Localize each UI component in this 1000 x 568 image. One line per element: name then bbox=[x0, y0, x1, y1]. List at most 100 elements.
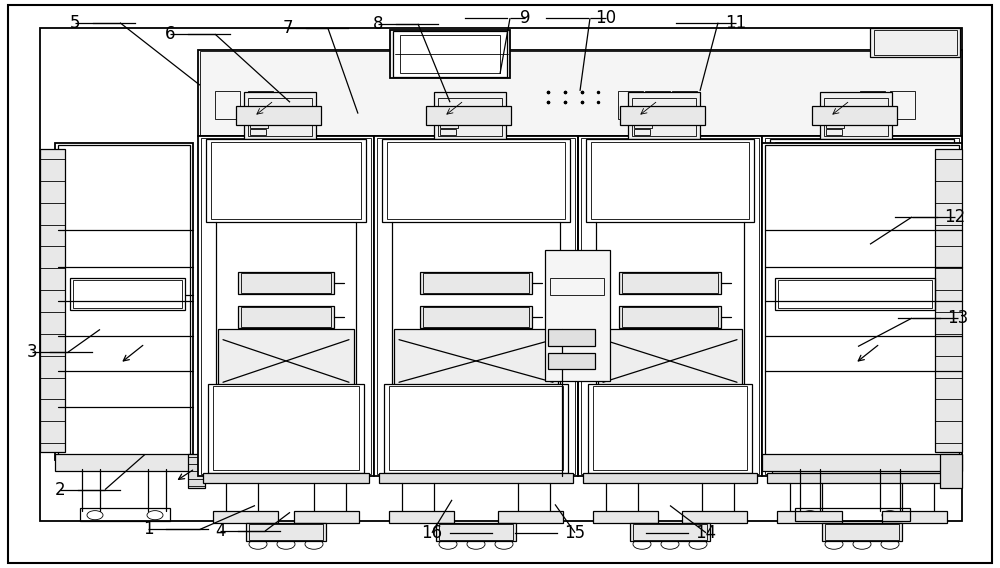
Text: 7: 7 bbox=[283, 19, 293, 37]
Bar bbox=[203, 473, 369, 483]
Bar bbox=[384, 384, 568, 473]
Bar bbox=[593, 511, 658, 523]
Bar bbox=[810, 307, 914, 327]
Bar bbox=[550, 278, 604, 295]
Bar bbox=[632, 98, 696, 136]
Bar bbox=[593, 386, 747, 470]
Bar bbox=[682, 511, 747, 523]
Text: 3: 3 bbox=[27, 343, 37, 361]
Text: 5: 5 bbox=[70, 14, 80, 32]
Bar bbox=[882, 511, 947, 523]
Bar bbox=[498, 511, 563, 523]
Bar bbox=[770, 139, 954, 222]
Bar bbox=[795, 508, 910, 521]
Bar bbox=[198, 50, 962, 136]
Bar bbox=[241, 273, 331, 293]
Bar bbox=[420, 272, 532, 294]
Bar bbox=[619, 306, 721, 328]
Bar bbox=[588, 384, 752, 473]
Bar bbox=[822, 523, 902, 541]
Bar bbox=[777, 386, 947, 470]
Bar bbox=[436, 523, 516, 541]
Bar bbox=[438, 98, 502, 136]
Bar bbox=[578, 136, 762, 476]
Bar bbox=[775, 278, 935, 310]
Bar bbox=[765, 145, 959, 458]
Bar bbox=[810, 273, 914, 293]
Bar bbox=[807, 272, 917, 294]
Bar bbox=[645, 91, 670, 119]
Bar bbox=[826, 108, 844, 128]
Bar bbox=[598, 329, 742, 385]
Bar bbox=[198, 136, 374, 476]
Bar bbox=[440, 129, 456, 135]
Bar bbox=[244, 92, 316, 139]
Bar bbox=[439, 524, 513, 540]
Text: 11: 11 bbox=[725, 14, 747, 32]
Bar bbox=[236, 106, 321, 125]
Bar bbox=[80, 508, 170, 521]
Bar bbox=[874, 30, 957, 55]
Bar bbox=[218, 329, 354, 385]
Bar bbox=[70, 278, 185, 310]
Text: 9: 9 bbox=[520, 9, 530, 27]
Text: 14: 14 bbox=[695, 524, 717, 542]
Bar bbox=[40, 28, 962, 521]
Text: 13: 13 bbox=[947, 309, 969, 327]
Text: 6: 6 bbox=[165, 25, 175, 43]
Bar bbox=[622, 273, 718, 293]
Bar bbox=[812, 106, 897, 125]
Bar bbox=[935, 149, 962, 452]
Bar bbox=[188, 454, 205, 488]
Text: 4: 4 bbox=[215, 522, 225, 540]
Bar bbox=[200, 51, 960, 135]
Bar bbox=[630, 523, 710, 541]
Bar bbox=[762, 136, 962, 476]
Bar bbox=[250, 108, 268, 128]
Bar bbox=[238, 272, 334, 294]
Bar bbox=[633, 524, 707, 540]
Bar bbox=[586, 139, 754, 222]
Bar bbox=[940, 454, 962, 488]
Bar bbox=[390, 30, 510, 78]
Bar bbox=[55, 454, 193, 471]
Bar bbox=[294, 511, 359, 523]
Bar bbox=[765, 138, 959, 474]
Bar bbox=[206, 139, 366, 222]
Bar bbox=[201, 138, 371, 474]
Text: 2: 2 bbox=[55, 481, 65, 499]
Bar bbox=[583, 473, 757, 483]
Text: 16: 16 bbox=[421, 524, 443, 542]
Text: 12: 12 bbox=[944, 208, 966, 226]
Bar bbox=[389, 511, 454, 523]
Bar bbox=[634, 108, 652, 128]
Bar bbox=[250, 129, 266, 135]
Bar bbox=[545, 250, 610, 381]
Bar bbox=[248, 91, 273, 119]
Bar bbox=[377, 138, 575, 474]
Bar bbox=[778, 280, 932, 308]
Bar bbox=[620, 106, 705, 125]
Bar bbox=[246, 523, 326, 541]
Text: 10: 10 bbox=[595, 9, 617, 27]
Bar bbox=[622, 307, 718, 327]
Bar bbox=[870, 28, 960, 57]
Bar bbox=[374, 136, 578, 476]
Bar bbox=[55, 143, 193, 460]
Bar bbox=[238, 306, 334, 328]
Bar bbox=[548, 329, 595, 346]
Bar bbox=[434, 92, 506, 139]
Bar bbox=[249, 524, 323, 540]
Bar bbox=[379, 473, 573, 483]
Bar bbox=[772, 384, 952, 473]
Bar bbox=[382, 139, 570, 222]
Bar bbox=[215, 91, 240, 119]
Bar bbox=[618, 91, 643, 119]
Bar bbox=[423, 273, 529, 293]
Bar bbox=[387, 142, 565, 219]
Bar bbox=[591, 142, 749, 219]
Bar bbox=[777, 511, 842, 523]
Bar bbox=[619, 272, 721, 294]
Bar bbox=[824, 98, 888, 136]
Bar bbox=[248, 98, 312, 136]
